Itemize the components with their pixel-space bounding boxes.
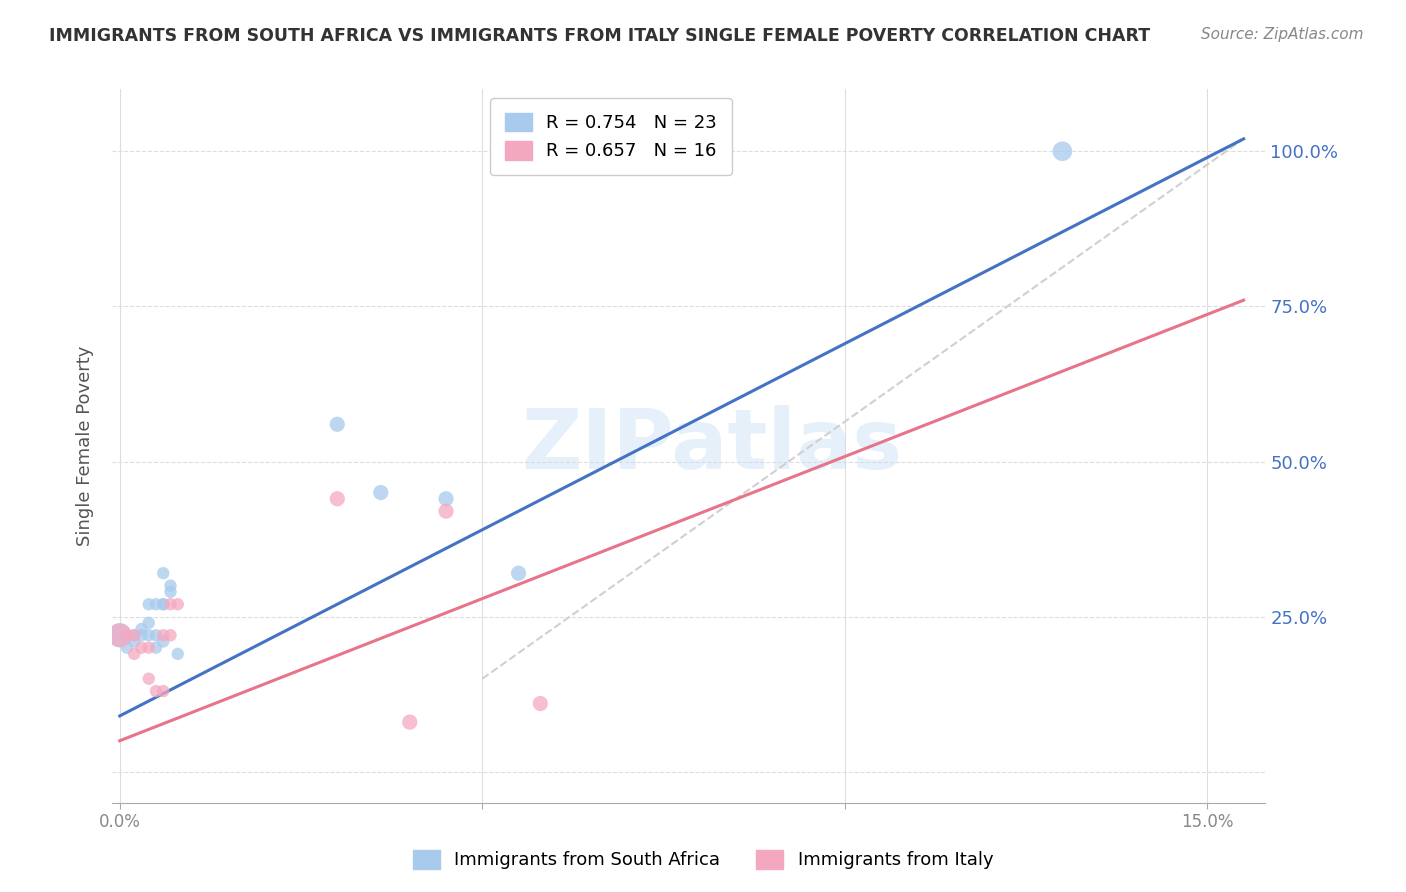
Text: IMMIGRANTS FROM SOUTH AFRICA VS IMMIGRANTS FROM ITALY SINGLE FEMALE POVERTY CORR: IMMIGRANTS FROM SOUTH AFRICA VS IMMIGRAN… <box>49 27 1150 45</box>
Point <box>166 597 188 611</box>
Point <box>1052 145 1074 159</box>
Point <box>159 597 181 611</box>
Point <box>398 715 420 730</box>
Point <box>508 566 530 581</box>
Point <box>159 628 181 642</box>
Point <box>152 566 174 581</box>
Point <box>131 640 153 655</box>
Point <box>152 597 174 611</box>
Point <box>131 622 153 636</box>
Legend: Immigrants from South Africa, Immigrants from Italy: Immigrants from South Africa, Immigrants… <box>404 841 1002 879</box>
Text: ZIPatlas: ZIPatlas <box>522 406 903 486</box>
Point <box>108 628 131 642</box>
Y-axis label: Single Female Poverty: Single Female Poverty <box>76 346 94 546</box>
Point <box>159 579 181 593</box>
Point <box>138 615 160 630</box>
Point <box>145 597 167 611</box>
Point <box>122 634 145 648</box>
Point <box>529 697 551 711</box>
Point <box>122 628 145 642</box>
Point <box>434 504 457 518</box>
Point <box>138 672 160 686</box>
Point <box>326 491 349 506</box>
Point <box>326 417 349 432</box>
Point <box>138 640 160 655</box>
Point <box>122 647 145 661</box>
Point <box>152 684 174 698</box>
Point <box>152 634 174 648</box>
Point <box>370 485 392 500</box>
Point <box>122 628 145 642</box>
Point <box>138 597 160 611</box>
Point <box>145 640 167 655</box>
Point <box>145 684 167 698</box>
Point <box>115 628 138 642</box>
Text: Source: ZipAtlas.com: Source: ZipAtlas.com <box>1201 27 1364 42</box>
Point <box>166 647 188 661</box>
Point <box>131 628 153 642</box>
Point <box>159 584 181 599</box>
Point <box>108 628 131 642</box>
Point <box>152 628 174 642</box>
Point <box>115 640 138 655</box>
Point <box>434 491 457 506</box>
Point <box>145 628 167 642</box>
Legend: R = 0.754   N = 23, R = 0.657   N = 16: R = 0.754 N = 23, R = 0.657 N = 16 <box>491 98 731 175</box>
Point <box>138 628 160 642</box>
Point <box>152 597 174 611</box>
